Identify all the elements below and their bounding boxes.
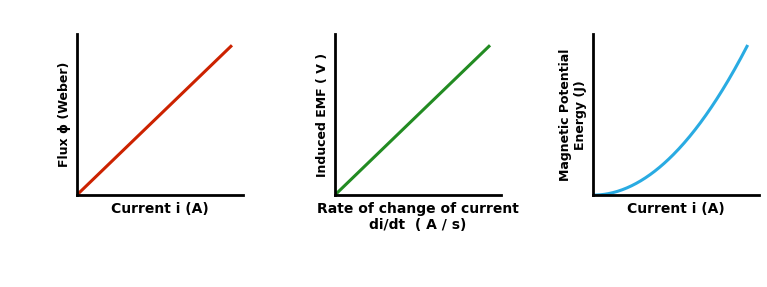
X-axis label: Current i (A): Current i (A)	[627, 202, 725, 216]
Y-axis label: Induced EMF ( V ): Induced EMF ( V )	[316, 53, 329, 177]
X-axis label: Current i (A): Current i (A)	[111, 202, 209, 216]
Y-axis label: Magnetic Potential
Energy (J): Magnetic Potential Energy (J)	[559, 49, 588, 181]
X-axis label: Rate of change of current
di/dt  ( A / s): Rate of change of current di/dt ( A / s)	[317, 202, 519, 232]
Y-axis label: Flux ϕ (Weber): Flux ϕ (Weber)	[58, 62, 71, 168]
